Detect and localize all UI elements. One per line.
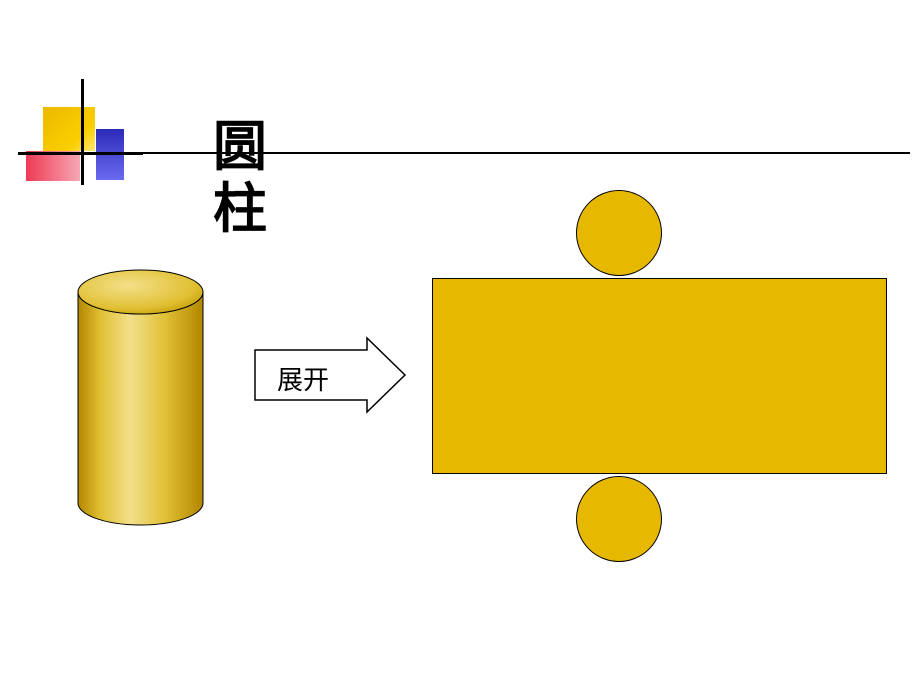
net-bottom-circle	[576, 476, 662, 562]
slide-stage: 圆 柱 展开	[0, 0, 920, 690]
title-line2: 柱	[213, 178, 267, 240]
unfold-arrow: 展开	[255, 338, 405, 412]
arrow-label: 展开	[255, 360, 405, 397]
slide-title: 圆 柱	[213, 116, 267, 240]
cylinder-shape	[78, 270, 203, 525]
decor-square-yellow	[43, 107, 95, 151]
cylinder-svg	[78, 270, 203, 525]
title-line1: 圆	[213, 116, 267, 178]
decor-cross-vertical	[81, 79, 84, 185]
decor-square-red	[26, 151, 80, 181]
net-side-rectangle	[432, 278, 887, 474]
net-top-circle	[576, 190, 662, 276]
